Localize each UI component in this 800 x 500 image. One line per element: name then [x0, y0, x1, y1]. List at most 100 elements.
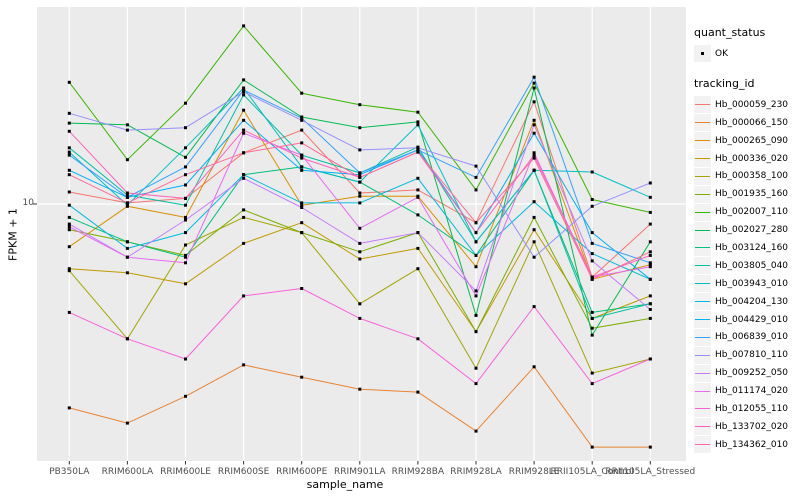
data-point [648, 302, 652, 306]
data-point [242, 90, 246, 94]
data-point [125, 193, 129, 197]
data-point [590, 371, 594, 375]
data-point [67, 228, 71, 232]
data-point [474, 330, 478, 334]
data-point [184, 394, 187, 398]
data-point [242, 93, 246, 97]
legend-item-Hb_004429_010: Hb_004429_010 [694, 311, 800, 329]
data-point [300, 168, 304, 172]
legend-item-label: Hb_002027_280 [715, 225, 789, 236]
data-point [300, 201, 304, 205]
data-point [242, 294, 246, 298]
data-point [184, 231, 187, 235]
legend-item-label: OK [715, 48, 728, 59]
data-point [125, 255, 129, 259]
data-point [474, 289, 478, 293]
legend-item-label: Hb_133702_020 [715, 421, 789, 432]
data-point [67, 80, 71, 84]
data-point [358, 180, 362, 184]
legend-item-label: Hb_004429_010 [715, 314, 789, 325]
data-point [590, 198, 594, 201]
data-point [416, 123, 420, 127]
data-point [590, 445, 594, 449]
data-point [532, 156, 536, 160]
data-point [590, 241, 594, 245]
data-point [125, 271, 129, 275]
legend-item-Hb_000265_090: Hb_000265_090 [694, 132, 800, 150]
data-point [125, 195, 129, 199]
data-point [358, 126, 362, 130]
legend-item-Hb_004204_130: Hb_004204_130 [694, 293, 800, 311]
legend-color-key-icon [694, 221, 711, 239]
legend-item-label: Hb_012055_110 [715, 403, 789, 414]
data-point [532, 228, 536, 232]
legend-color-key-icon [694, 167, 711, 185]
data-point [125, 421, 129, 425]
legend-item-Hb_001935_160: Hb_001935_160 [694, 185, 800, 203]
data-point [184, 282, 187, 286]
legend-item-label: Hb_000265_090 [715, 135, 789, 146]
data-point [67, 111, 71, 115]
legend-item-label: Hb_000066_150 [715, 117, 789, 128]
legend-quant-status-title: quant_status [694, 26, 766, 39]
data-point [358, 387, 362, 391]
data-point [590, 326, 594, 330]
x-tick-label: RRIM600LE [160, 467, 211, 477]
y-axis-tick-label: 10 [22, 198, 34, 208]
legend-tracking-id-title: tracking_id [694, 76, 755, 90]
data-point [184, 203, 187, 207]
data-point [242, 128, 246, 132]
data-point [474, 231, 478, 235]
data-point [67, 173, 71, 177]
data-point [67, 222, 71, 226]
data-point [416, 337, 420, 341]
data-point [242, 131, 246, 135]
data-point [532, 100, 536, 104]
data-point [648, 181, 652, 185]
y-axis-title: FPKM + 1 [6, 208, 20, 261]
data-point [416, 146, 420, 150]
legend-item-label: Hb_000336_020 [715, 153, 789, 164]
data-point [358, 250, 362, 254]
legend-item-Hb_012055_110: Hb_012055_110 [694, 400, 800, 418]
legend-item-label: Hb_000059_230 [715, 99, 789, 110]
data-point [648, 253, 652, 257]
legend-item-label: Hb_009252_050 [715, 368, 789, 379]
data-point [532, 86, 536, 90]
legend-color-key-icon [694, 275, 711, 293]
data-point [125, 158, 129, 162]
data-point [532, 123, 536, 127]
data-point [416, 188, 420, 192]
data-point [67, 267, 71, 271]
legend-color-key-icon [694, 364, 711, 382]
data-point [184, 196, 187, 200]
data-point [300, 118, 304, 122]
data-point [300, 206, 304, 209]
x-tick-label: RRIM600PE [276, 467, 328, 477]
data-point [242, 118, 246, 122]
legend-color-key-icon [694, 418, 711, 436]
data-point [242, 215, 246, 219]
legend-item-Hb_011174_020: Hb_011174_020 [694, 382, 800, 400]
data-point [300, 91, 304, 95]
data-point [532, 200, 536, 204]
legend-item-Hb_003943_010: Hb_003943_010 [694, 275, 800, 293]
data-point [300, 231, 304, 235]
data-point [67, 146, 71, 150]
data-point [67, 153, 71, 157]
legend-item-Hb_007810_110: Hb_007810_110 [694, 346, 800, 364]
data-point [358, 226, 362, 230]
data-point [67, 245, 71, 249]
legend-color-key-icon [694, 311, 711, 329]
data-point [67, 129, 71, 133]
legend-color-key-icon [694, 114, 711, 132]
data-point [474, 294, 478, 298]
data-point [590, 204, 594, 208]
data-point [648, 294, 652, 298]
data-point [300, 116, 304, 120]
data-point [125, 123, 129, 127]
data-point [474, 429, 478, 433]
data-point [242, 108, 246, 112]
